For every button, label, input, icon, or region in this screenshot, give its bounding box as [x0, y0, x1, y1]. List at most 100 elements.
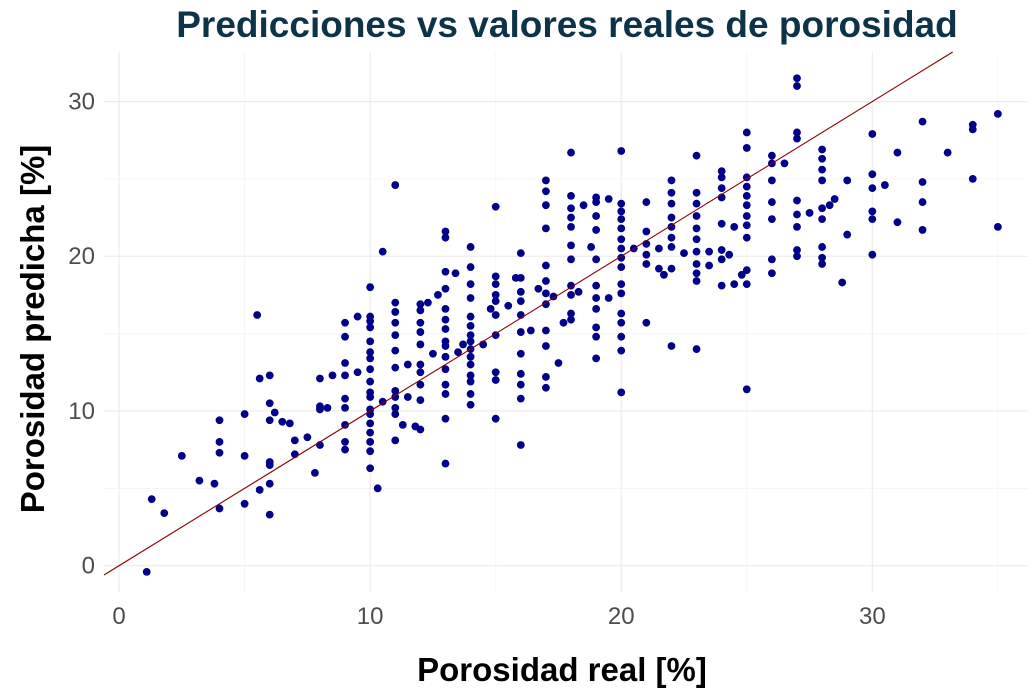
- data-point: [403, 360, 412, 369]
- data-point: [416, 368, 425, 377]
- data-point: [265, 479, 274, 488]
- data-point: [667, 233, 676, 242]
- data-point: [285, 419, 294, 428]
- data-point: [574, 287, 583, 296]
- data-point: [542, 187, 550, 196]
- data-point: [742, 385, 751, 394]
- x-tick-label: 30: [859, 603, 886, 630]
- data-point: [366, 312, 375, 321]
- data-point: [742, 182, 751, 191]
- data-point: [567, 191, 575, 200]
- data-point: [818, 154, 827, 163]
- data-point: [604, 195, 613, 203]
- data-point: [542, 373, 550, 381]
- data-point: [255, 485, 264, 494]
- data-point: [542, 201, 550, 210]
- data-point: [366, 447, 375, 456]
- data-point: [818, 145, 827, 154]
- data-point: [516, 369, 525, 378]
- data-point: [466, 243, 475, 251]
- data-point: [559, 318, 568, 327]
- data-point: [466, 331, 475, 340]
- reference-line: [103, 51, 953, 576]
- data-point: [617, 235, 626, 244]
- data-point: [893, 148, 902, 157]
- data-point: [567, 204, 575, 213]
- data-point: [542, 289, 550, 298]
- data-point: [391, 308, 400, 316]
- data-point: [195, 476, 204, 485]
- data-point: [567, 148, 575, 157]
- data-point: [270, 408, 279, 417]
- data-point: [486, 304, 495, 313]
- data-point: [742, 201, 751, 210]
- data-point: [403, 393, 412, 401]
- data-point: [311, 468, 319, 477]
- data-point: [516, 328, 525, 336]
- data-point: [378, 247, 387, 256]
- data-point: [534, 284, 543, 293]
- data-point: [466, 352, 475, 361]
- data-point: [818, 215, 827, 224]
- data-point: [993, 222, 1002, 231]
- data-point: [592, 255, 601, 264]
- data-point: [265, 416, 274, 425]
- data-point: [542, 383, 550, 392]
- data-point: [793, 82, 801, 90]
- data-point: [441, 233, 450, 242]
- data-point: [441, 325, 450, 333]
- data-point: [793, 196, 801, 205]
- data-point: [717, 167, 726, 176]
- data-point: [542, 300, 550, 309]
- data-point: [466, 390, 475, 398]
- data-point: [767, 269, 776, 278]
- data-point: [868, 130, 877, 138]
- data-point: [416, 360, 425, 369]
- data-point: [441, 304, 450, 313]
- data-point: [767, 215, 776, 224]
- data-point: [730, 280, 739, 288]
- data-point: [466, 400, 475, 409]
- data-point: [391, 298, 400, 307]
- data-point: [353, 368, 362, 377]
- data-point: [655, 244, 663, 253]
- data-point: [466, 377, 475, 386]
- data-point: [705, 261, 714, 270]
- data-point: [391, 363, 400, 372]
- data-point: [717, 219, 726, 228]
- chart-title: Predicciones vs valores reales de porosi…: [176, 4, 957, 45]
- data-point: [868, 184, 877, 193]
- data-point: [491, 272, 500, 281]
- data-point: [429, 349, 437, 358]
- data-point: [491, 297, 500, 306]
- data-point: [742, 144, 751, 152]
- data-point: [391, 386, 400, 395]
- y-tick-label: 30: [68, 89, 95, 116]
- x-axis-label: Porosidad real [%]: [417, 651, 707, 688]
- data-point: [642, 227, 651, 236]
- data-point: [725, 250, 734, 259]
- data-point: [366, 348, 375, 357]
- data-point: [491, 202, 500, 211]
- data-point: [210, 479, 219, 488]
- data-point: [793, 210, 801, 219]
- data-point: [265, 399, 274, 408]
- data-point: [868, 250, 877, 259]
- data-point: [353, 312, 362, 321]
- data-point: [818, 253, 827, 262]
- data-point: [793, 128, 801, 137]
- data-point: [542, 277, 550, 285]
- data-point: [592, 304, 601, 313]
- data-point: [692, 151, 701, 160]
- data-point: [240, 499, 249, 508]
- data-point: [742, 173, 751, 182]
- data-point: [526, 326, 535, 335]
- data-point: [466, 280, 475, 288]
- data-point: [366, 354, 375, 363]
- data-point: [491, 311, 500, 319]
- data-point: [567, 315, 575, 324]
- data-point: [830, 195, 839, 203]
- data-point: [441, 414, 450, 423]
- data-point: [617, 215, 626, 224]
- data-point: [466, 360, 475, 369]
